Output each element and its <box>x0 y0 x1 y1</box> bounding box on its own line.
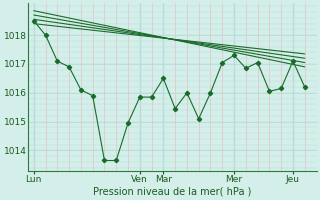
X-axis label: Pression niveau de la mer( hPa ): Pression niveau de la mer( hPa ) <box>93 187 252 197</box>
